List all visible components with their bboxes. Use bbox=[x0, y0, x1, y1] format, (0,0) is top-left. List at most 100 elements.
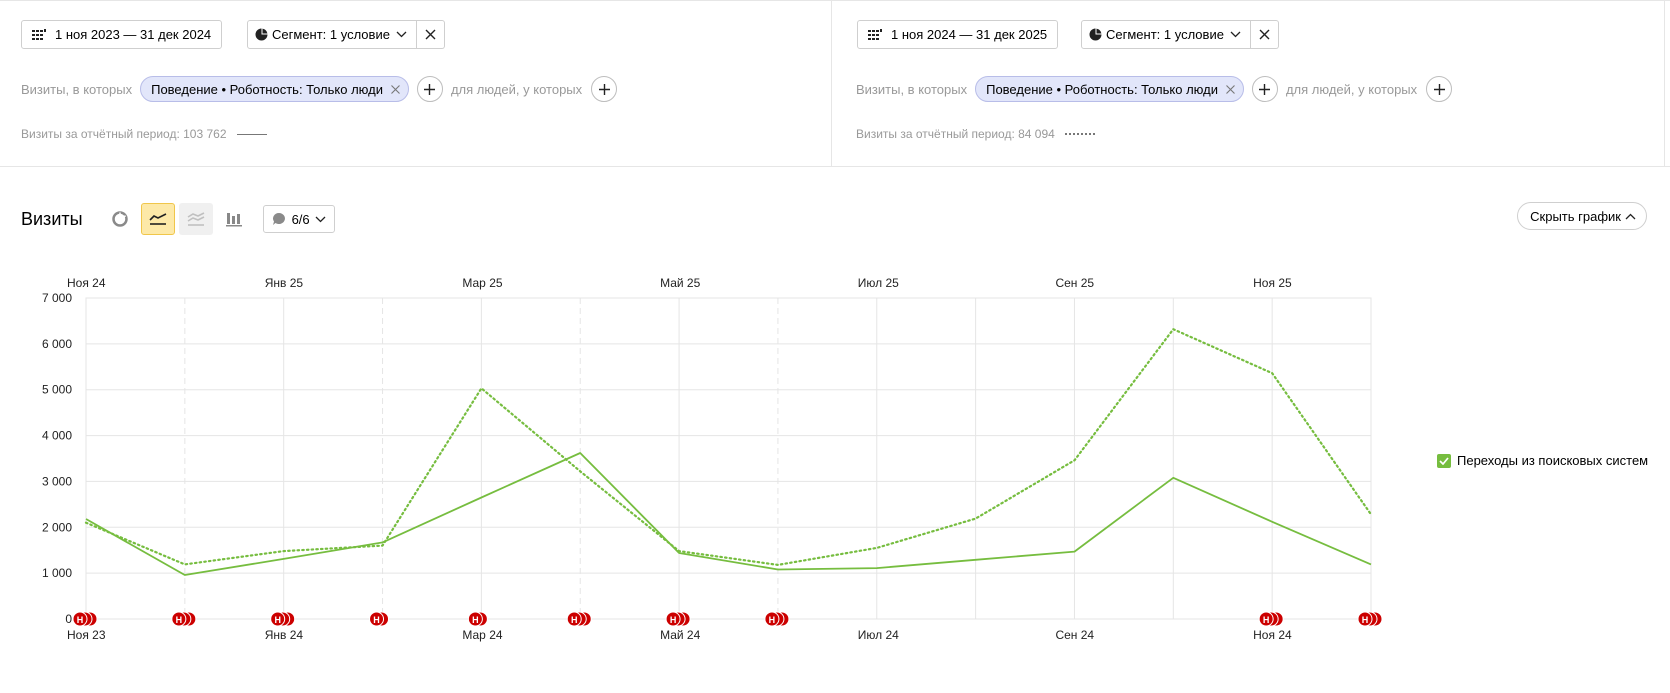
close-icon bbox=[1259, 29, 1270, 40]
segment-label: Сегмент: 1 условие bbox=[1106, 27, 1224, 42]
bottom-x-tick-label: Мар 24 bbox=[462, 628, 502, 642]
series-line-dotted bbox=[84, 328, 1373, 567]
segment-clear-button[interactable] bbox=[1250, 20, 1279, 49]
chevron-down-icon bbox=[1230, 31, 1241, 38]
segment-button[interactable]: Сегмент: 1 условие bbox=[1081, 20, 1251, 49]
note-marker bbox=[571, 611, 587, 627]
note-marker bbox=[171, 611, 187, 627]
note-marker-label: Н bbox=[274, 615, 281, 625]
dotted-line-swatch bbox=[1064, 133, 1095, 135]
calendar-icon bbox=[32, 28, 46, 41]
y-tick-label: 2 000 bbox=[42, 520, 72, 534]
pie-chart-type-button[interactable] bbox=[103, 203, 137, 235]
chip-remove-icon[interactable] bbox=[391, 84, 400, 94]
bottom-x-tick-label: Сен 24 bbox=[1055, 628, 1094, 642]
plus-icon bbox=[598, 83, 610, 95]
note-marker-group: Н bbox=[1357, 611, 1383, 627]
add-filter-button[interactable] bbox=[416, 76, 443, 102]
note-marker bbox=[774, 611, 790, 627]
y-tick-label: 5 000 bbox=[42, 383, 72, 397]
calendar-icon bbox=[868, 28, 882, 41]
people-filter-label: для людей, у которых bbox=[450, 81, 583, 97]
notes-count: 6/6 bbox=[291, 211, 310, 227]
line-chart-type-button[interactable] bbox=[140, 203, 175, 235]
left-segment-panel: 1 ноя 2023 — 31 дек 2024 Сегмент: 1 усло… bbox=[0, 1, 832, 167]
note-marker bbox=[472, 611, 488, 627]
chip-remove-icon[interactable] bbox=[1226, 84, 1235, 94]
top-x-tick-label: Июл 25 bbox=[858, 276, 899, 290]
close-icon bbox=[425, 29, 436, 40]
note-marker-label: Н bbox=[1263, 615, 1270, 625]
note-marker bbox=[1263, 611, 1279, 627]
filter-prefix: Визиты, в которых bbox=[21, 81, 133, 97]
date-range-label: 1 ноя 2024 — 31 дек 2025 bbox=[891, 27, 1048, 42]
note-marker-label: Н bbox=[571, 615, 578, 625]
top-x-tick-label: Ноя 24 bbox=[67, 276, 106, 290]
people-filter-label: для людей, у которых bbox=[1285, 81, 1418, 97]
add-people-filter-button[interactable] bbox=[1426, 76, 1453, 102]
bottom-x-tick-label: Ноя 23 bbox=[67, 628, 106, 642]
note-marker bbox=[1268, 611, 1284, 627]
hide-chart-label: Скрыть график bbox=[1530, 208, 1621, 224]
plot-frame bbox=[85, 297, 1372, 620]
note-marker-label: Н bbox=[769, 615, 776, 625]
segment-label: Сегмент: 1 условие bbox=[272, 27, 390, 42]
date-range-button[interactable]: 1 ноя 2023 — 31 дек 2024 bbox=[21, 20, 223, 49]
note-marker bbox=[270, 611, 286, 627]
note-marker-label: Н bbox=[373, 615, 380, 625]
note-marker bbox=[467, 611, 483, 627]
note-marker bbox=[670, 611, 686, 627]
legend-label: Переходы из поисковых систем bbox=[1457, 453, 1649, 468]
top-x-tick-label: Сен 25 bbox=[1055, 276, 1094, 290]
chevron-down-icon bbox=[396, 31, 407, 38]
y-tick-label: 6 000 bbox=[42, 337, 72, 351]
note-marker bbox=[77, 611, 93, 627]
note-marker bbox=[374, 611, 390, 627]
note-marker-group: Н bbox=[72, 611, 98, 627]
pie-chart-icon bbox=[1089, 28, 1102, 41]
segment-button[interactable]: Сегмент: 1 условие bbox=[247, 20, 417, 49]
area-chart-type-button[interactable] bbox=[178, 203, 213, 235]
filter-row: Визиты, в которых Поведение • Роботность… bbox=[21, 75, 618, 103]
add-filter-button[interactable] bbox=[1251, 76, 1278, 102]
bottom-x-tick-label: Янв 24 bbox=[265, 628, 304, 642]
note-marker bbox=[1367, 611, 1383, 627]
filter-prefix: Визиты, в которых bbox=[856, 81, 968, 97]
y-tick-label: 3 000 bbox=[42, 474, 72, 488]
chart-toolbar: Визиты 6/6 bbox=[21, 203, 335, 235]
period-total-label: Визиты за отчётный период: 84 094 bbox=[856, 127, 1055, 141]
note-marker bbox=[1362, 611, 1378, 627]
add-people-filter-button[interactable] bbox=[591, 76, 618, 102]
bar-chart-icon bbox=[225, 212, 242, 227]
bar-chart-type-button[interactable] bbox=[217, 203, 251, 235]
plus-icon bbox=[1433, 83, 1445, 95]
chevron-down-icon bbox=[315, 216, 326, 223]
note-marker bbox=[280, 611, 296, 627]
note-marker bbox=[566, 611, 582, 627]
top-x-tick-label: Ноя 25 bbox=[1253, 276, 1292, 290]
legend-checkbox[interactable] bbox=[1437, 453, 1451, 468]
chart-legend[interactable]: Переходы из поисковых систем bbox=[1437, 453, 1648, 468]
note-marker-label: Н bbox=[77, 615, 84, 625]
y-tick-label: 1 000 bbox=[42, 566, 72, 580]
filter-chip[interactable]: Поведение • Роботность: Только люди bbox=[975, 76, 1244, 102]
top-x-tick-label: Май 25 bbox=[660, 276, 701, 290]
note-marker-group: Н bbox=[369, 611, 390, 627]
series-line-solid bbox=[85, 452, 1372, 576]
note-marker-group: Н bbox=[665, 611, 691, 627]
hide-chart-button[interactable]: Скрыть график bbox=[1517, 202, 1647, 230]
note-marker bbox=[576, 611, 592, 627]
note-marker-label: Н bbox=[472, 615, 479, 625]
note-marker bbox=[1258, 611, 1274, 627]
note-marker bbox=[764, 611, 780, 627]
period-total: Визиты за отчётный период: 103 762 bbox=[21, 127, 267, 141]
notes-filter-button[interactable]: 6/6 bbox=[262, 205, 335, 233]
filter-chip[interactable]: Поведение • Роботность: Только люди bbox=[140, 76, 409, 102]
note-marker-label: Н bbox=[670, 615, 677, 625]
period-total-label: Визиты за отчётный период: 103 762 bbox=[21, 127, 227, 141]
plus-icon bbox=[424, 83, 436, 95]
date-range-button[interactable]: 1 ноя 2024 — 31 дек 2025 bbox=[857, 20, 1059, 49]
segment-clear-button[interactable] bbox=[416, 20, 445, 49]
comparison-panel: 1 ноя 2023 — 31 дек 2024 Сегмент: 1 усло… bbox=[0, 0, 1670, 167]
chevron-up-icon bbox=[1625, 213, 1636, 220]
